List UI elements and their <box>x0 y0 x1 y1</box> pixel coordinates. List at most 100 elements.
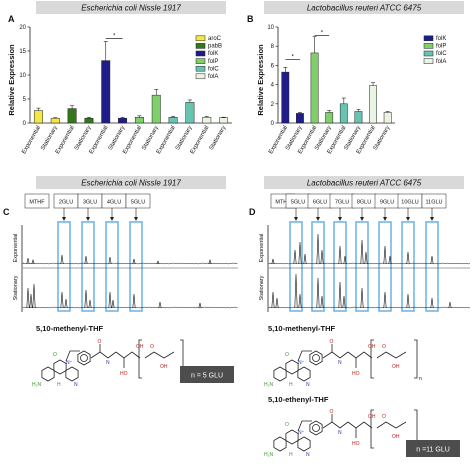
chromatogram-peak <box>430 255 434 265</box>
atom-label: N <box>306 452 310 458</box>
repeat-bracket-left <box>370 409 374 449</box>
significance-star: * <box>291 55 294 61</box>
chromatogram-peak <box>111 299 115 309</box>
chromatogram-peak <box>60 291 64 309</box>
chromatogram-peak <box>338 245 342 265</box>
bar <box>50 117 60 124</box>
legend-label: folA <box>208 74 218 80</box>
baseline-trace <box>22 262 238 265</box>
chromatogram-peak <box>383 291 387 309</box>
atom-label: OH <box>368 414 376 420</box>
pteridine-ring <box>273 366 287 382</box>
chromatogram-peak <box>26 287 30 309</box>
legend-swatch <box>195 50 206 57</box>
peak-label: 3GLU <box>83 200 97 206</box>
atom-label: H₂N <box>264 452 274 458</box>
atom-label: OH <box>392 434 400 440</box>
atom-label: H <box>289 452 293 458</box>
aromatic-circle <box>312 424 320 432</box>
chromatogram-peak <box>298 241 302 265</box>
chromatogram-peak <box>406 251 410 265</box>
x-tick-label: Stationary <box>175 125 194 151</box>
chromatogram-peak <box>320 295 324 309</box>
chromatogram-peak <box>294 273 298 309</box>
pteridine-ring <box>297 366 311 382</box>
atom-label: H₂N <box>32 382 42 388</box>
highlight-box <box>81 221 95 312</box>
y-tick-label: 2 <box>271 102 275 108</box>
glutamate-backbone <box>347 421 373 429</box>
atom-label: O <box>382 344 386 350</box>
legend-swatch <box>423 35 434 42</box>
atom-label: HO <box>352 371 360 377</box>
legend-label: folC <box>436 51 447 57</box>
highlight-box <box>333 221 347 312</box>
atom-label: O <box>150 344 154 350</box>
header-right-2: Lactobacillus reuteri ATCC 6475 <box>307 179 422 188</box>
n-box-c <box>180 366 234 383</box>
bar <box>296 113 304 124</box>
pteridine-ring <box>285 359 299 375</box>
y-tick-label: 15 <box>19 49 26 55</box>
methenyl-bridge <box>65 350 80 362</box>
header-left: Escherichia coli Nissle 1917 <box>81 4 181 13</box>
bar <box>281 71 290 124</box>
atom-label: N⁺ <box>298 360 305 366</box>
legend-label: folC <box>208 66 219 72</box>
y-tick-label: 0 <box>23 121 27 127</box>
bar <box>202 116 212 124</box>
peak-arrowhead <box>294 217 298 221</box>
atom-label: HO <box>352 441 360 447</box>
highlight-box <box>355 221 369 312</box>
benzene-ring <box>309 420 323 436</box>
x-tick-label: Stationary <box>108 125 127 151</box>
highlight-box <box>425 221 439 312</box>
chromatogram-peak <box>293 249 297 265</box>
amide-chain <box>322 421 349 429</box>
atom-label: O <box>330 339 334 345</box>
header-left-bg-2 <box>36 176 226 189</box>
legend-swatch <box>195 58 206 64</box>
peak-arrowhead <box>430 217 434 221</box>
header-left-2: Escherichia coli Nissle 1917 <box>81 179 181 188</box>
atom-label: N⁺ <box>66 360 73 366</box>
chromatogram-peak <box>26 257 30 265</box>
amide-chain <box>322 351 349 359</box>
atom-label: O <box>330 409 334 415</box>
chromatogram-peak <box>88 299 92 309</box>
legend-swatch <box>195 65 206 72</box>
chromatogram-peak <box>156 260 160 265</box>
y-tick-label: 10 <box>19 73 26 79</box>
peak-label-box <box>421 193 447 209</box>
legend-swatch <box>423 43 434 49</box>
significance-star: * <box>113 34 116 40</box>
panel-d-row-stationary: Stationary <box>259 275 265 300</box>
pteridine-ring <box>285 429 299 445</box>
x-tick-label: Stationary <box>40 125 59 151</box>
y-tick-label: 20 <box>19 25 26 31</box>
chromatogram-peak <box>430 297 434 309</box>
methenyl-bridge <box>297 420 312 432</box>
aromatic-circle <box>312 354 320 362</box>
bar <box>168 116 178 124</box>
legend-swatch <box>423 58 434 64</box>
chart-a: Relative Expression 05101520ExponentialS… <box>7 25 232 155</box>
atom-label: OH <box>160 364 168 370</box>
repeat-bracket-right <box>414 339 418 379</box>
legend-label: pabB <box>208 44 222 50</box>
aromatic-circle <box>80 354 88 362</box>
repeat-unit <box>376 351 407 359</box>
atom-label: OH <box>136 344 144 350</box>
bar <box>101 60 111 124</box>
pteridine-ring <box>41 366 55 382</box>
chromatogram-peak <box>275 297 279 309</box>
panel-d-row-exponential: Exponential <box>259 234 265 263</box>
legend-swatch <box>195 35 206 42</box>
peak-label-box <box>24 193 50 209</box>
legend-label: folK <box>208 51 218 57</box>
bar <box>354 111 363 124</box>
